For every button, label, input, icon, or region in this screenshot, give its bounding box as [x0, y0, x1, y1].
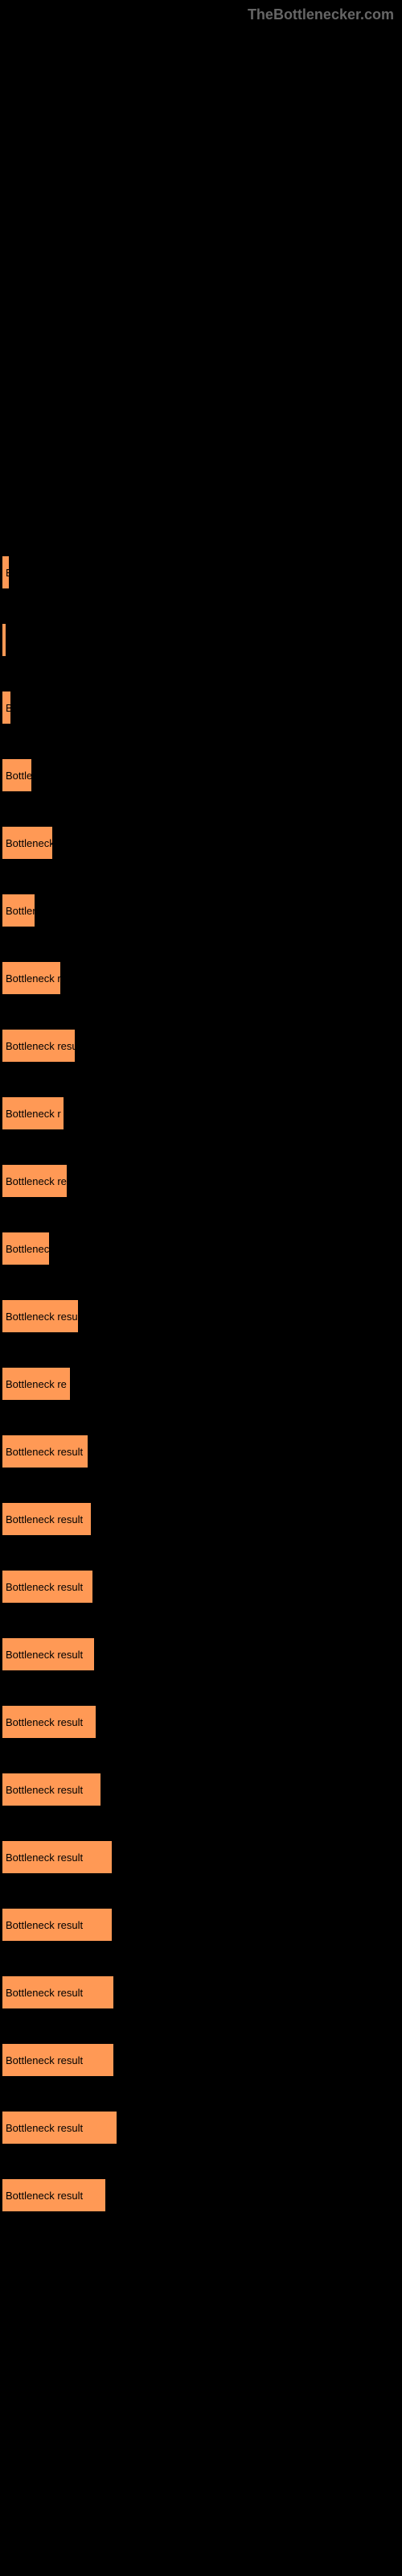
bar-row: Bottleneck result: [2, 1975, 402, 2009]
bar: Bottleneck resul: [2, 1299, 79, 1333]
bar-label: B: [6, 702, 11, 714]
bar-row: Bottlen: [2, 894, 402, 927]
bar-row: Bottle: [2, 758, 402, 792]
bar-label: Bottleneck result: [6, 2190, 83, 2202]
bar-row: Bottleneck result: [2, 1840, 402, 1874]
bar-label: Bottleneck r: [6, 972, 61, 985]
bar: Bottleneck resu: [2, 1029, 76, 1063]
bar: Bottleneck result: [2, 2043, 114, 2077]
bar-label: Bottleneck result: [6, 2122, 83, 2134]
bar: B: [2, 691, 11, 724]
bar-row: Bottleneck re: [2, 1367, 402, 1401]
bar-row: Bottleneck result: [2, 2111, 402, 2145]
bar-label: Bottlen: [6, 905, 35, 917]
bar-row: Bottleneck result: [2, 1705, 402, 1739]
bar-row: Bottleneck result: [2, 2178, 402, 2212]
bar: Bottle: [2, 758, 32, 792]
bar: Bottleneck re: [2, 1367, 71, 1401]
bar-row: B: [2, 691, 402, 724]
bar-label: Bottleneck re: [6, 1378, 67, 1390]
bar-row: Bottleneck resul: [2, 1299, 402, 1333]
bar: Bottleneck result: [2, 2178, 106, 2212]
bar-row: B: [2, 555, 402, 589]
bar-row: Bottleneck result: [2, 1908, 402, 1942]
bar-label: Bottleneck: [6, 1243, 50, 1255]
bar: Bottlen: [2, 894, 35, 927]
bar-row: Bottleneck r: [2, 961, 402, 995]
bar-label: Bottle: [6, 770, 32, 782]
bar-row: Bottleneck result: [2, 2043, 402, 2077]
bar-row: Bottleneck result: [2, 1570, 402, 1604]
bar-label: Bottleneck re: [6, 1175, 67, 1187]
bar-row: [2, 623, 402, 657]
bar: Bottleneck result: [2, 1570, 93, 1604]
bar: [2, 623, 6, 657]
bar-label: Bottleneck result: [6, 1919, 83, 1931]
bar: Bottleneck result: [2, 1705, 96, 1739]
bar: Bottleneck: [2, 826, 53, 860]
bar: Bottleneck result: [2, 2111, 117, 2145]
bar: Bottleneck result: [2, 1975, 114, 2009]
bar-chart: B B Bottle Bottleneck Bottlen Bottleneck r Bot…: [0, 0, 402, 2212]
bar-row: Bottleneck result: [2, 1637, 402, 1671]
bar: Bottleneck re: [2, 1164, 68, 1198]
bar-label: Bottleneck result: [6, 2054, 83, 2066]
bar: Bottleneck r: [2, 961, 61, 995]
bar-row: Bottleneck: [2, 826, 402, 860]
bar-label: Bottleneck result: [6, 1446, 83, 1458]
bar-label: Bottleneck result: [6, 1987, 83, 1999]
bar-label: Bottleneck result: [6, 1716, 83, 1728]
bar-label: Bottleneck result: [6, 1513, 83, 1525]
bar-label: B: [6, 567, 10, 579]
bar: B: [2, 555, 10, 589]
bar-row: Bottleneck result: [2, 1773, 402, 1806]
bar-row: Bottleneck r: [2, 1096, 402, 1130]
bar: Bottleneck: [2, 1232, 50, 1265]
bar-row: Bottleneck resu: [2, 1029, 402, 1063]
bar-label: Bottleneck r: [6, 1108, 61, 1120]
bar-row: Bottleneck re: [2, 1164, 402, 1198]
bar-label: Bottleneck result: [6, 1581, 83, 1593]
bar: Bottleneck result: [2, 1435, 88, 1468]
bar-label: Bottleneck resul: [6, 1311, 79, 1323]
bar: Bottleneck result: [2, 1502, 92, 1536]
bar: Bottleneck result: [2, 1840, 113, 1874]
watermark-text: TheBottlenecker.com: [248, 6, 394, 23]
bar: Bottleneck result: [2, 1773, 101, 1806]
bar-row: Bottleneck: [2, 1232, 402, 1265]
bar-label: Bottleneck resu: [6, 1040, 76, 1052]
bar: Bottleneck r: [2, 1096, 64, 1130]
bar-row: Bottleneck result: [2, 1435, 402, 1468]
bar-label: Bottleneck result: [6, 1784, 83, 1796]
bar: Bottleneck result: [2, 1637, 95, 1671]
bar-label: Bottleneck result: [6, 1852, 83, 1864]
bar-row: Bottleneck result: [2, 1502, 402, 1536]
bar: Bottleneck result: [2, 1908, 113, 1942]
bar-label: Bottleneck: [6, 837, 53, 849]
bar-label: Bottleneck result: [6, 1649, 83, 1661]
